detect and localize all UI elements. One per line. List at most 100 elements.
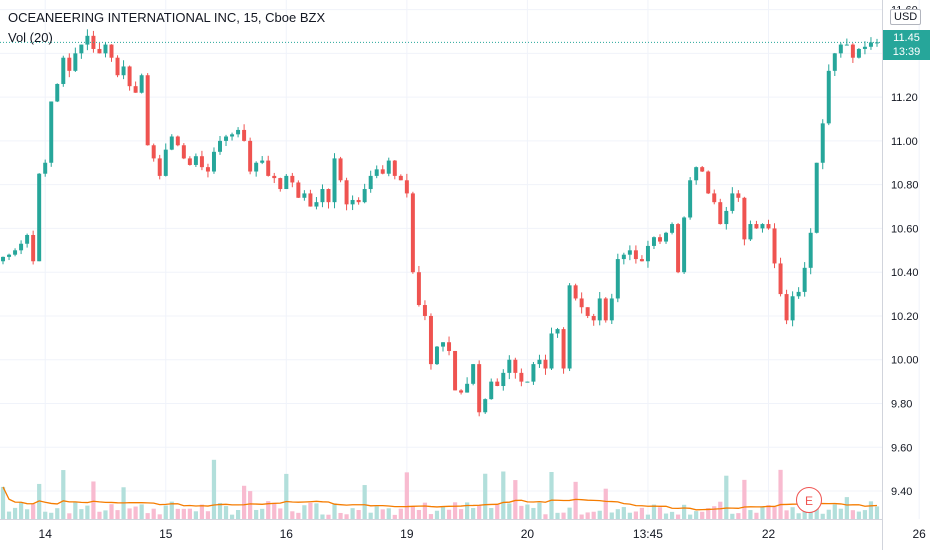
candle <box>79 44 84 59</box>
volume-bar <box>603 488 608 519</box>
volume-bar <box>874 506 880 519</box>
volume-bar <box>718 501 723 519</box>
candle <box>519 368 524 387</box>
candle <box>362 183 367 204</box>
last-price-value: 11.45 <box>893 32 920 44</box>
candle <box>531 361 536 385</box>
volume-bar <box>67 513 72 519</box>
candle <box>350 195 355 211</box>
candle <box>67 53 72 78</box>
volume-bar <box>663 513 669 519</box>
volume-bar <box>627 512 632 519</box>
volume-bars <box>0 459 880 519</box>
candle <box>163 143 168 177</box>
volume-bar <box>139 504 144 519</box>
candle <box>398 174 403 181</box>
volume-bar <box>609 512 614 519</box>
y-tick-label: 10.60 <box>891 223 919 235</box>
candle <box>260 156 265 165</box>
candle <box>639 255 644 262</box>
volume-bar <box>694 511 699 519</box>
volume-bar <box>458 509 464 519</box>
volume-bar <box>428 514 434 519</box>
volume-bar <box>513 480 518 519</box>
candle <box>356 197 361 205</box>
volume-bar <box>760 506 765 519</box>
volume-bar <box>151 508 156 519</box>
candle <box>730 187 735 214</box>
candle <box>187 156 192 166</box>
volume-bar <box>537 502 542 519</box>
candle <box>169 134 174 151</box>
candle <box>127 65 132 91</box>
volume-bar <box>489 508 494 519</box>
candle <box>477 360 482 417</box>
currency-badge[interactable]: USD <box>890 9 922 25</box>
volume-bar <box>145 513 150 519</box>
volume-bar <box>0 486 6 519</box>
candle <box>615 253 620 303</box>
earnings-marker[interactable]: E <box>796 487 822 513</box>
volume-bar <box>368 512 373 519</box>
candle <box>489 378 494 400</box>
candle <box>868 37 873 50</box>
candle <box>37 173 42 262</box>
candle <box>555 327 560 338</box>
candle <box>706 170 711 195</box>
y-tick-label: 10.80 <box>891 180 919 192</box>
volume-bar <box>362 485 367 519</box>
price-axis[interactable]: 9.40 9.60 9.80 10.00 10.20 10.40 10.60 10.80 11.… <box>891 5 919 498</box>
candle <box>633 245 638 264</box>
volume-bar <box>434 510 440 519</box>
candle <box>368 170 373 193</box>
candle <box>814 162 819 234</box>
volume-bar <box>133 506 138 519</box>
y-tick-label: 9.80 <box>891 399 912 411</box>
candle <box>718 198 723 225</box>
symbol-title[interactable]: OCEANEERING INTERNATIONAL INC, 15, Cboe … <box>8 10 326 25</box>
candle <box>31 230 36 265</box>
volume-bar <box>187 508 192 519</box>
candle <box>627 245 632 261</box>
candle <box>49 101 54 167</box>
candle <box>543 354 548 375</box>
candle <box>344 177 349 211</box>
volume-bar <box>862 510 868 519</box>
volume-indicator-label[interactable]: Vol (20) <box>8 30 53 45</box>
volume-bar <box>838 508 843 519</box>
volume-bar <box>404 472 409 519</box>
volume-bar <box>266 501 271 519</box>
volume-bar <box>483 473 488 519</box>
candle <box>97 42 102 54</box>
volume-bar <box>181 508 186 519</box>
candle <box>856 48 861 59</box>
volume-bar <box>790 507 795 519</box>
volume-bar <box>730 513 735 519</box>
volume-bar <box>850 510 855 519</box>
volume-bar <box>18 502 24 519</box>
volume-bar <box>296 512 301 519</box>
x-tick-label: 19 <box>400 527 414 541</box>
volume-bar <box>645 514 651 519</box>
candle <box>199 150 204 171</box>
candle <box>7 253 12 261</box>
volume-bar <box>109 504 114 519</box>
candle <box>272 172 277 184</box>
candle <box>13 248 18 257</box>
x-tick-label: 13:45 <box>633 527 663 541</box>
candle <box>43 159 48 177</box>
y-tick-label: 10.40 <box>891 267 919 279</box>
volume-bar <box>814 506 819 519</box>
candle <box>278 177 283 192</box>
volume-bar <box>555 512 560 519</box>
volume-ma-line <box>2 486 878 511</box>
candle <box>151 143 156 162</box>
volume-bar <box>163 505 168 519</box>
volume-bar <box>868 501 874 519</box>
volume-bar <box>12 507 18 519</box>
candle <box>790 291 795 327</box>
candle <box>724 206 729 230</box>
candle <box>513 357 518 379</box>
